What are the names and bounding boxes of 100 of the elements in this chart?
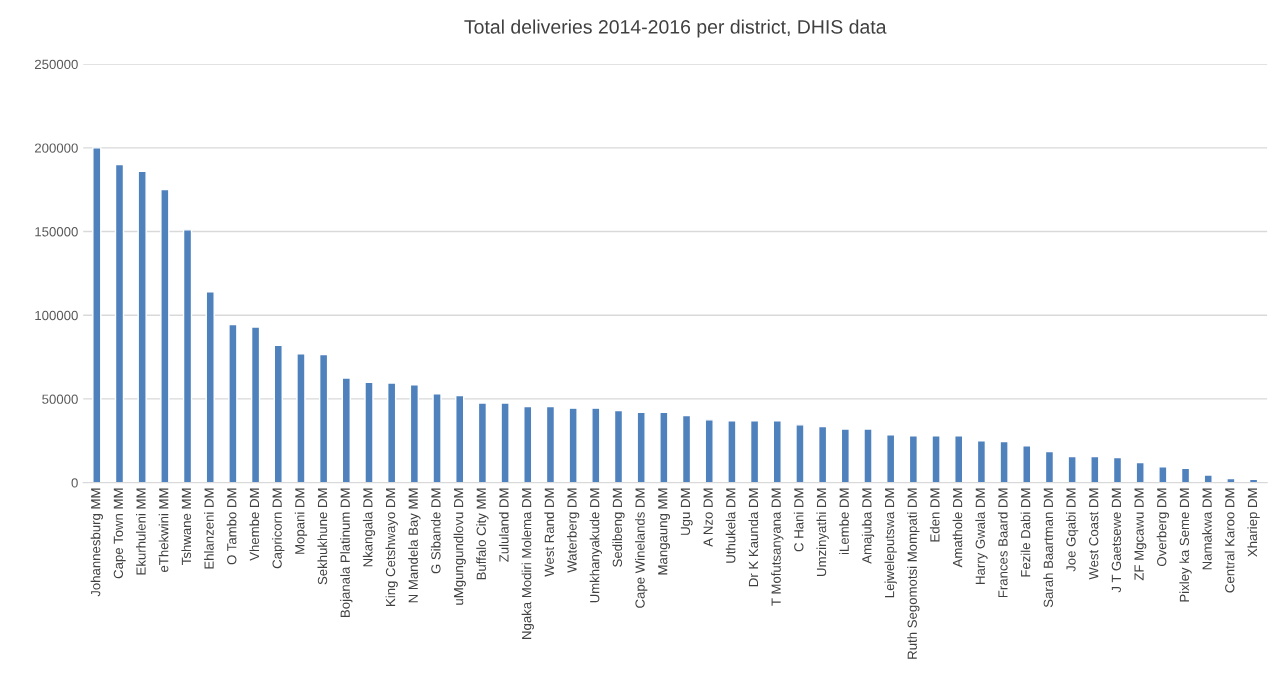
x-tick-label: Cape Winelands DM: [635, 488, 648, 608]
x-tick-label: Uthukela DM: [725, 488, 736, 563]
x-tick-label: Zululand DM: [498, 488, 509, 562]
x-tick-label: uMgungundlovu DM: [453, 488, 466, 605]
x-tick-label: O Tambo DM: [226, 488, 237, 565]
x-tick-label: Namakwa DM: [1202, 488, 1212, 570]
y-tick-label: 250000: [34, 59, 78, 70]
x-tick-label: Umkhanyakude DM: [589, 488, 602, 603]
bar: [1022, 445, 1032, 483]
bar: [92, 147, 102, 483]
x-tick-label: Mopani DM: [294, 488, 308, 554]
bar: [160, 188, 170, 483]
x-tick-label: Tshwane MM: [181, 488, 192, 565]
bar: [1044, 450, 1055, 483]
x-tick-label: West Coast DM: [1089, 488, 1099, 580]
bar: [318, 353, 329, 483]
bar: [976, 440, 987, 483]
x-tick-label: iLembe DM: [839, 488, 849, 555]
bar: [659, 411, 669, 483]
x-tick-label: Ekurhuleni MM: [136, 488, 146, 575]
bar: [296, 353, 306, 483]
x-tick-label: Johannesburg MM: [90, 488, 103, 597]
x-tick-label: eThekwini MM: [158, 488, 169, 572]
x-tick-label: J T Gaetsewe DM: [1111, 488, 1122, 593]
y-tick-label: 100000: [35, 310, 78, 321]
x-tick-label: N Mandela Bay MM: [408, 488, 421, 603]
bar: [749, 419, 760, 483]
bar: [886, 434, 896, 483]
x-tick-label: Umzinyathi DM: [816, 488, 829, 576]
x-tick-label: Waterberg DM: [566, 488, 580, 573]
bar: [931, 435, 941, 483]
bar: [477, 402, 488, 483]
x-tick-label: Lejweleputswa DM: [884, 488, 897, 598]
x-tick-label: Amajuba DM: [861, 488, 875, 564]
bar: [205, 291, 215, 483]
bar: [273, 344, 283, 483]
x-tick-label: Cape Town MM: [113, 488, 126, 579]
x-tick-label: Overberg DM: [1156, 488, 1170, 567]
bar: [772, 419, 782, 483]
bar: [1090, 455, 1100, 483]
x-tick-label: King Cetshwayo DM: [385, 488, 398, 606]
bar: [1203, 474, 1213, 483]
x-tick-label: Joe Gqabi DM: [1065, 488, 1079, 572]
bar: [1226, 477, 1236, 483]
x-tick-label: Ruth Segomotsi Mompati DM: [907, 488, 920, 659]
bar: [1158, 466, 1168, 483]
x-tick-label: Harry Gwala DM: [975, 488, 988, 584]
bar: [114, 163, 125, 483]
bar: [817, 425, 828, 483]
bar: [545, 405, 556, 483]
bar: [523, 405, 533, 483]
chart-title: Total deliveries 2014-2016 per district, DHIS data: [464, 19, 887, 38]
bar: [636, 411, 646, 483]
x-tick-label: C Hani DM: [793, 488, 804, 552]
x-tick-label: Mangaung MM: [658, 488, 671, 575]
x-tick-label: G Sibande DM: [430, 488, 441, 574]
x-tick-label: Eden DM: [929, 488, 940, 542]
x-tick-label: Ehlanzeni DM: [204, 488, 214, 569]
x-tick-label: Nkangala DM: [362, 488, 376, 567]
bar: [908, 435, 919, 483]
x-tick-label: Buffalo City MM: [476, 488, 489, 580]
bar: [591, 407, 601, 483]
bar: [1135, 461, 1145, 483]
bar: [863, 428, 873, 483]
bar: [840, 428, 850, 483]
bar: [727, 419, 737, 483]
x-tick-label: Fezile Dabi DM: [1020, 488, 1031, 577]
bar: [409, 384, 420, 483]
y-tick-label: 150000: [35, 227, 78, 237]
bar: [341, 377, 351, 483]
x-tick-label: Ngaka Modiri Molema DM: [521, 488, 534, 639]
bar: [999, 440, 1009, 483]
x-tick-label: Ugu DM: [680, 488, 693, 535]
x-tick-label: Pixley ka Seme DM: [1179, 488, 1192, 602]
x-tick-label: Capricorn DM: [272, 488, 285, 569]
bar: [228, 323, 238, 483]
x-tick-label: Sekhukhune DM: [317, 488, 328, 585]
bar: [182, 229, 193, 483]
bar: [500, 402, 510, 483]
x-tick-label: Dr K Kaunda DM: [748, 488, 759, 587]
bar: [1112, 456, 1123, 483]
bar: [795, 424, 805, 483]
bar: [137, 170, 147, 483]
bar: [954, 435, 964, 483]
x-tick-label: Bojanala Platinum DM: [340, 488, 353, 617]
x-tick-label: Sarah Baartman DM: [1043, 488, 1053, 608]
bar: [1067, 455, 1077, 483]
x-tick-label: West Rand DM: [544, 488, 554, 577]
x-tick-label: ZF Mgcawu DM: [1134, 488, 1147, 581]
bar: [364, 381, 374, 483]
bar: [455, 394, 465, 483]
x-tick-label: Frances Baard DM: [997, 488, 1008, 598]
x-tick-label: A Nzo DM: [703, 488, 713, 547]
y-tick-label: 0: [71, 478, 78, 488]
x-tick-label: Amathole DM: [952, 488, 963, 568]
bar: [387, 382, 397, 483]
bar: [568, 407, 578, 483]
y-tick-label: 50000: [42, 394, 78, 404]
bar: [681, 414, 692, 483]
x-tick-label: Sedibeng DM: [612, 488, 625, 567]
